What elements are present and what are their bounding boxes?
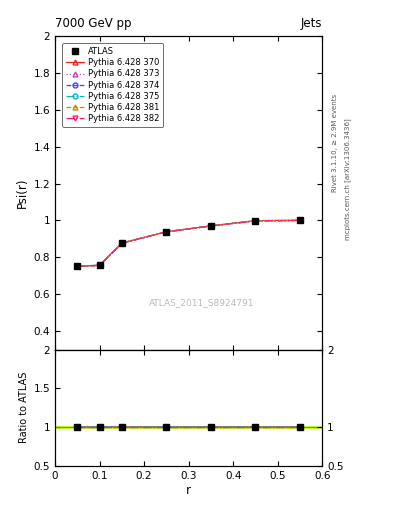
Pythia 6.428 375 [209, 223, 213, 229]
X-axis label: r: r [186, 483, 191, 497]
Text: mcplots.cern.ch [arXiv:1306.3436]: mcplots.cern.ch [arXiv:1306.3436] [344, 118, 351, 240]
Pythia 6.428 381 [164, 229, 169, 235]
Pythia 6.428 373 [164, 229, 169, 235]
Pythia 6.428 370 [119, 240, 124, 246]
Text: Rivet 3.1.10, ≥ 2.9M events: Rivet 3.1.10, ≥ 2.9M events [332, 94, 338, 193]
Pythia 6.428 373 [209, 223, 213, 229]
Pythia 6.428 374 [119, 240, 124, 246]
Pythia 6.428 370 [209, 223, 213, 229]
Text: ATLAS_2011_S8924791: ATLAS_2011_S8924791 [149, 298, 255, 307]
Y-axis label: Ratio to ATLAS: Ratio to ATLAS [19, 372, 29, 443]
Pythia 6.428 382 [209, 223, 213, 229]
Pythia 6.428 373 [253, 218, 258, 224]
Pythia 6.428 374 [298, 218, 302, 224]
Pythia 6.428 373 [75, 263, 80, 269]
Y-axis label: Psi(r): Psi(r) [17, 178, 29, 208]
Pythia 6.428 370 [164, 229, 169, 235]
Line: Pythia 6.428 382: Pythia 6.428 382 [75, 218, 303, 269]
Pythia 6.428 373 [298, 217, 302, 223]
Pythia 6.428 382 [75, 263, 80, 269]
Pythia 6.428 375 [119, 240, 124, 246]
Pythia 6.428 374 [253, 218, 258, 224]
Pythia 6.428 382 [164, 229, 169, 235]
Pythia 6.428 375 [164, 229, 169, 235]
Pythia 6.428 381 [97, 263, 102, 269]
Text: Jets: Jets [301, 16, 322, 30]
Pythia 6.428 381 [253, 218, 258, 224]
Pythia 6.428 381 [298, 218, 302, 224]
Legend: ATLAS, Pythia 6.428 370, Pythia 6.428 373, Pythia 6.428 374, Pythia 6.428 375, P: ATLAS, Pythia 6.428 370, Pythia 6.428 37… [62, 43, 163, 127]
Line: Pythia 6.428 373: Pythia 6.428 373 [75, 218, 303, 268]
Pythia 6.428 374 [97, 263, 102, 269]
Pythia 6.428 370 [75, 263, 80, 269]
Pythia 6.428 374 [209, 223, 213, 229]
Pythia 6.428 374 [75, 263, 80, 269]
Pythia 6.428 381 [75, 263, 80, 269]
Pythia 6.428 370 [253, 218, 258, 224]
Pythia 6.428 381 [209, 223, 213, 229]
Text: 7000 GeV pp: 7000 GeV pp [55, 16, 132, 30]
Pythia 6.428 382 [119, 240, 124, 246]
Pythia 6.428 370 [97, 262, 102, 268]
Pythia 6.428 375 [75, 263, 80, 269]
Pythia 6.428 382 [298, 218, 302, 224]
Line: Pythia 6.428 374: Pythia 6.428 374 [75, 218, 303, 269]
Pythia 6.428 375 [253, 218, 258, 224]
Pythia 6.428 382 [97, 263, 102, 269]
Pythia 6.428 374 [164, 229, 169, 235]
Line: Pythia 6.428 381: Pythia 6.428 381 [75, 218, 303, 269]
Pythia 6.428 373 [119, 240, 124, 246]
Pythia 6.428 382 [253, 218, 258, 224]
Line: Pythia 6.428 375: Pythia 6.428 375 [75, 218, 303, 269]
Pythia 6.428 375 [97, 262, 102, 268]
Pythia 6.428 381 [119, 240, 124, 246]
Bar [55, 426, 322, 428]
Pythia 6.428 375 [298, 218, 302, 224]
Line: Pythia 6.428 370: Pythia 6.428 370 [75, 218, 303, 269]
Pythia 6.428 373 [97, 262, 102, 268]
Pythia 6.428 370 [298, 217, 302, 223]
